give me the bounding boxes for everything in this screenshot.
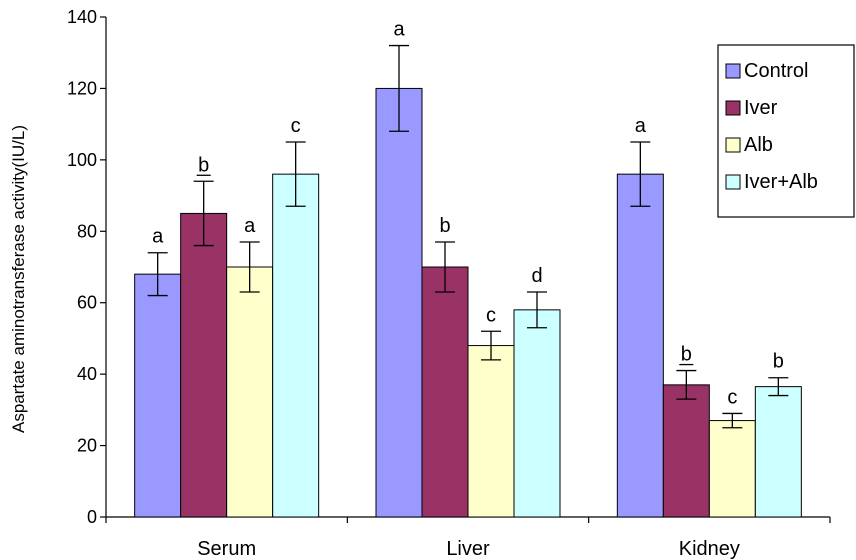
legend-swatch xyxy=(725,137,741,153)
significance-label: c xyxy=(486,304,496,326)
y-tick-label: 120 xyxy=(67,78,97,98)
significance-label: d xyxy=(531,265,542,287)
significance-label: b xyxy=(773,351,784,373)
y-tick-label: 0 xyxy=(87,507,97,527)
legend-swatch xyxy=(725,174,741,190)
category-label: Liver xyxy=(446,538,490,560)
significance-label: a xyxy=(152,226,164,248)
y-tick-label: 60 xyxy=(77,293,97,313)
legend-label: Control xyxy=(744,60,808,82)
bar xyxy=(272,173,320,518)
significance-label: a xyxy=(393,19,405,41)
category-label: Kidney xyxy=(679,538,740,560)
bar xyxy=(421,266,469,518)
significance-label: c xyxy=(727,386,737,408)
legend-label: Alb xyxy=(744,134,773,156)
y-tick-label: 80 xyxy=(77,221,97,241)
legend-label: Iver xyxy=(744,97,778,119)
category-label: Serum xyxy=(197,538,256,560)
bars: a a a b b b a c c c d b xyxy=(134,19,802,518)
y-tick-label: 100 xyxy=(67,150,97,170)
bar xyxy=(513,309,561,518)
bar xyxy=(708,420,756,518)
bar xyxy=(467,345,515,518)
bar xyxy=(180,212,228,518)
significance-label: b xyxy=(439,215,450,237)
bar xyxy=(134,273,182,518)
significance-label: c xyxy=(291,115,301,137)
legend-box xyxy=(717,44,855,218)
legend-swatch xyxy=(725,100,741,116)
y-tick-label: 40 xyxy=(77,364,97,384)
bar xyxy=(616,173,664,518)
bar xyxy=(226,266,274,518)
significance-label: b xyxy=(681,344,692,366)
significance-label: b xyxy=(198,154,209,176)
bar xyxy=(375,87,423,518)
significance-label: a xyxy=(244,215,256,237)
bar xyxy=(754,386,802,518)
significance-label: a xyxy=(635,115,647,137)
legend-swatch xyxy=(725,63,741,79)
axes: 0 20 40 60 80 100 120 140 Aspartate aminotransfe… xyxy=(9,7,831,560)
y-axis-label: Aspartate aminotransferase activity(IU/L… xyxy=(9,125,28,433)
y-tick-label: 20 xyxy=(77,436,97,456)
y-tick-label: 140 xyxy=(67,7,97,27)
legend-label: Iver+Alb xyxy=(744,171,818,193)
legend: Control Iver Alb Iver+Alb xyxy=(717,44,855,218)
bar xyxy=(662,384,710,518)
